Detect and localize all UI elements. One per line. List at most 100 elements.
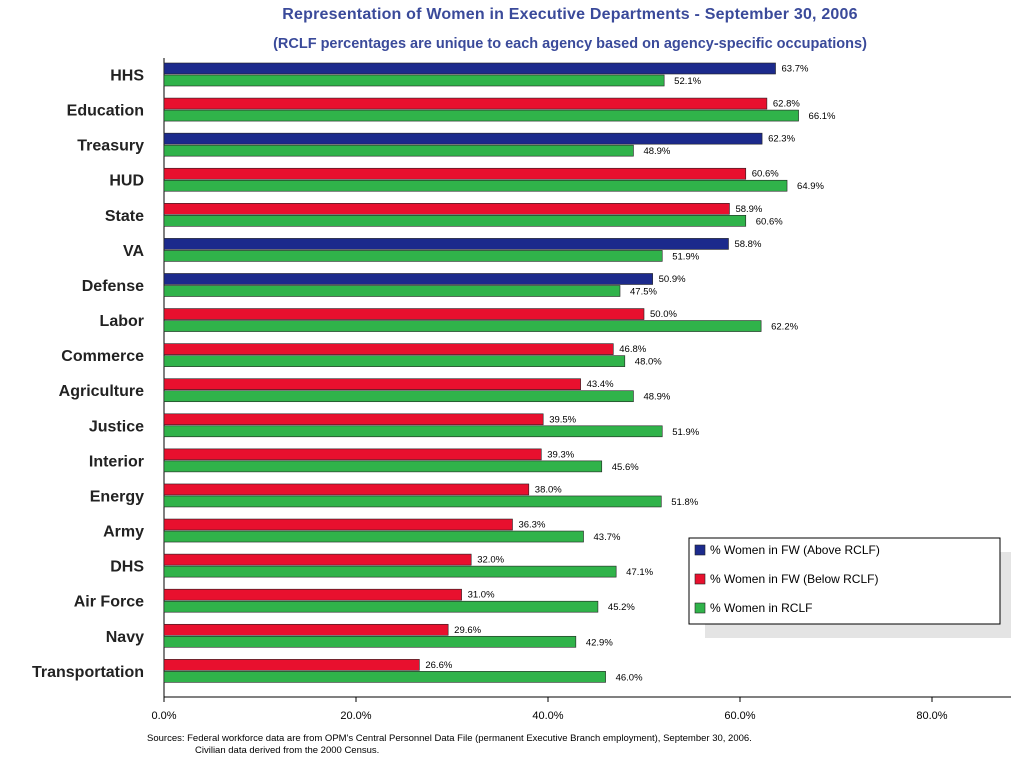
fw-value-label: 62.3% bbox=[768, 134, 795, 145]
fw-value-label: 39.5% bbox=[549, 414, 576, 425]
fw-value-label: 62.8% bbox=[773, 99, 800, 110]
fw-value-label: 38.0% bbox=[535, 484, 562, 495]
rclf-bar bbox=[163, 390, 634, 403]
chart-title: Representation of Women in Executive Dep… bbox=[282, 6, 858, 23]
fw-bar bbox=[163, 659, 420, 671]
fw-bar bbox=[163, 238, 729, 250]
category-label: Army bbox=[103, 524, 144, 541]
legend-swatch-below bbox=[694, 573, 706, 585]
fw-bar bbox=[163, 203, 730, 215]
category-label: Commerce bbox=[61, 348, 144, 365]
rclf-value-label: 42.9% bbox=[586, 637, 613, 648]
fw-bar bbox=[163, 553, 472, 566]
rclf-value-label: 47.1% bbox=[626, 567, 653, 578]
category-label: Transportation bbox=[32, 664, 144, 681]
rclf-bar bbox=[163, 355, 626, 367]
rclf-bar bbox=[163, 179, 788, 192]
category-label: Treasury bbox=[77, 138, 144, 155]
category-label: HHS bbox=[110, 68, 144, 85]
category-label: Education bbox=[67, 103, 144, 120]
fw-value-label: 39.3% bbox=[547, 449, 574, 460]
fw-value-label: 36.3% bbox=[518, 520, 545, 531]
rclf-value-label: 45.6% bbox=[612, 462, 639, 473]
category-label: Interior bbox=[89, 453, 144, 470]
rclf-value-label: 48.9% bbox=[643, 392, 670, 403]
rclf-bar bbox=[163, 74, 665, 87]
rclf-bar bbox=[163, 215, 747, 227]
rclf-bar bbox=[163, 109, 799, 122]
rclf-bar bbox=[163, 460, 603, 473]
rclf-value-label: 45.2% bbox=[608, 602, 635, 613]
rclf-bar bbox=[163, 320, 762, 332]
fw-bar bbox=[163, 518, 513, 531]
x-tick-label: 60.0% bbox=[724, 710, 755, 722]
fw-bar bbox=[163, 273, 653, 285]
source-note: Sources: Federal workforce data are from… bbox=[147, 733, 752, 757]
legend-label-below: % Women in FW (Below RCLF) bbox=[710, 572, 878, 586]
category-label: Air Force bbox=[74, 594, 144, 611]
rclf-value-label: 60.6% bbox=[756, 216, 783, 227]
fw-value-label: 63.7% bbox=[782, 64, 809, 75]
fw-value-label: 58.9% bbox=[735, 204, 762, 215]
fw-value-label: 46.8% bbox=[619, 344, 646, 355]
legend-swatch-rclf bbox=[694, 602, 706, 614]
fw-value-label: 31.0% bbox=[468, 590, 495, 601]
fw-value-label: 50.9% bbox=[659, 274, 686, 285]
rclf-value-label: 48.0% bbox=[635, 357, 662, 368]
category-label: HUD bbox=[109, 173, 144, 190]
category-label: Navy bbox=[106, 629, 144, 646]
rclf-value-label: 66.1% bbox=[809, 111, 836, 122]
legend-label-above: % Women in FW (Above RCLF) bbox=[710, 543, 880, 557]
rclf-value-label: 43.7% bbox=[594, 532, 621, 543]
rclf-bar bbox=[163, 285, 621, 297]
rclf-bar bbox=[163, 635, 577, 648]
category-label: State bbox=[105, 208, 144, 225]
rclf-bar bbox=[163, 600, 599, 613]
fw-value-label: 32.0% bbox=[477, 555, 504, 566]
rclf-bar bbox=[163, 530, 584, 543]
fw-value-label: 26.6% bbox=[425, 660, 452, 671]
rclf-bar bbox=[163, 671, 606, 683]
x-tick-label: 80.0% bbox=[916, 710, 947, 722]
fw-value-label: 43.4% bbox=[587, 379, 614, 390]
category-label: Energy bbox=[90, 488, 144, 505]
legend-label-rclf: % Women in RCLF bbox=[710, 601, 812, 615]
fw-bar bbox=[163, 132, 763, 145]
category-label: Agriculture bbox=[59, 383, 144, 400]
fw-bar bbox=[163, 588, 462, 601]
category-label: Defense bbox=[82, 278, 144, 295]
rclf-bar bbox=[163, 425, 663, 438]
x-tick-label: 40.0% bbox=[532, 710, 563, 722]
fw-bar bbox=[163, 378, 581, 391]
rclf-value-label: 62.2% bbox=[771, 322, 798, 333]
rclf-bar bbox=[163, 495, 662, 508]
x-tick-label: 20.0% bbox=[340, 710, 371, 722]
x-tick-label: 0.0% bbox=[151, 710, 176, 722]
legend-swatch-above bbox=[694, 544, 706, 556]
rclf-value-label: 48.9% bbox=[643, 146, 670, 157]
category-label: VA bbox=[123, 243, 144, 260]
fw-bar bbox=[163, 167, 747, 180]
category-label: Labor bbox=[100, 313, 144, 330]
rclf-value-label: 51.8% bbox=[671, 497, 698, 508]
category-label: Justice bbox=[89, 418, 144, 435]
fw-value-label: 50.0% bbox=[650, 309, 677, 320]
fw-value-label: 29.6% bbox=[454, 625, 481, 636]
source-note-line-1: Sources: Federal workforce data are from… bbox=[147, 733, 752, 744]
category-label: DHS bbox=[110, 559, 144, 576]
rclf-bar bbox=[163, 250, 663, 262]
rclf-bar bbox=[163, 144, 634, 157]
fw-value-label: 58.8% bbox=[734, 239, 761, 250]
fw-bar bbox=[163, 343, 614, 355]
fw-value-label: 60.6% bbox=[752, 169, 779, 180]
fw-bar bbox=[163, 97, 768, 110]
chart-subtitle: (RCLF percentages are unique to each age… bbox=[273, 36, 867, 52]
rclf-value-label: 51.9% bbox=[672, 427, 699, 438]
source-note-line-2: Civilian data derived from the 2000 Cens… bbox=[195, 745, 380, 756]
rclf-value-label: 52.1% bbox=[674, 76, 701, 87]
legend-box bbox=[688, 537, 1001, 625]
fw-bar bbox=[163, 623, 449, 636]
bar-chart: 0.0% 20.0% 40.0% 60.0% 80.0% HHS 63.7% 52.1% Edu… bbox=[32, 58, 1011, 722]
fw-bar bbox=[163, 483, 530, 496]
fw-bar bbox=[163, 448, 542, 461]
